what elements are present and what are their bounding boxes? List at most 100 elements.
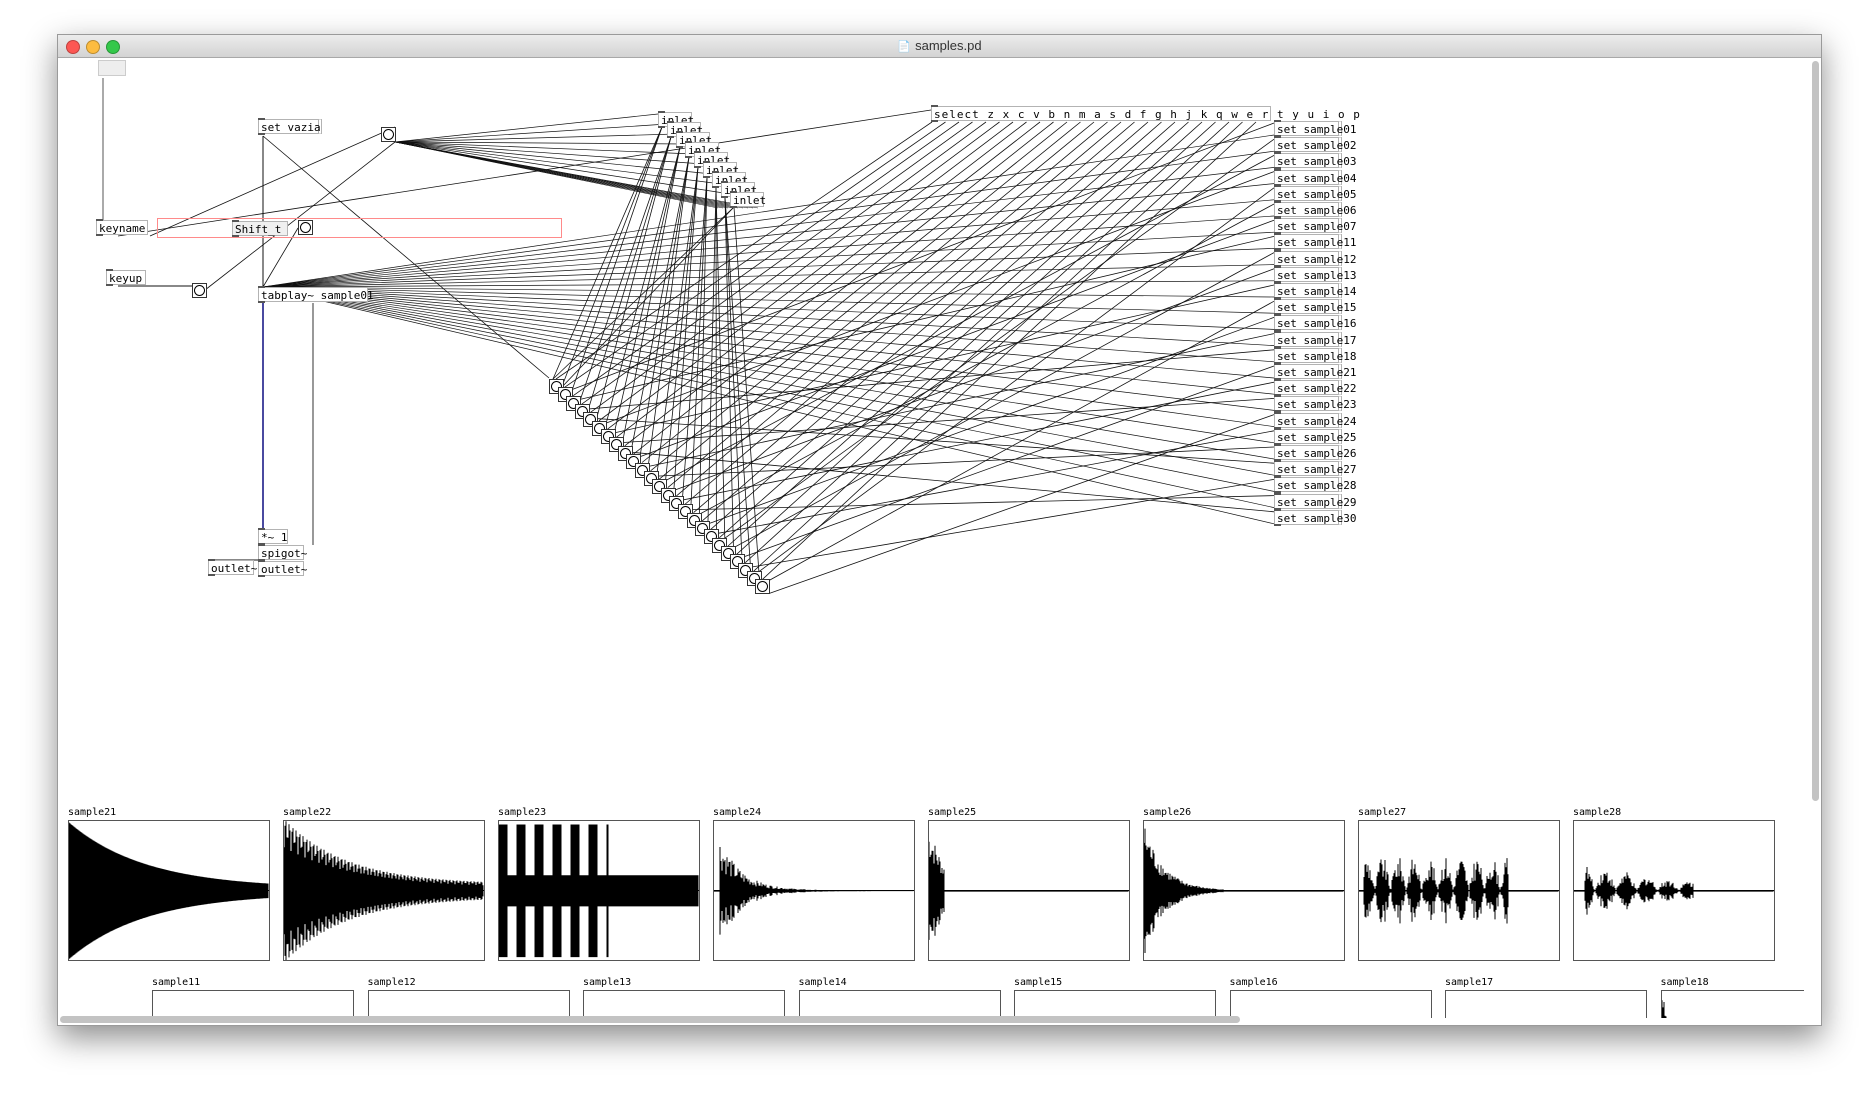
set-message[interactable]: set sample06 — [1274, 201, 1356, 218]
array-graph[interactable] — [1014, 990, 1216, 1018]
select-object[interactable]: select z x c v b n m a s d f g h j k q w… — [931, 105, 1360, 122]
keyup-bang[interactable] — [192, 283, 207, 298]
set-message[interactable]: set sample12 — [1274, 249, 1356, 267]
set-message[interactable]: set sample11 — [1274, 233, 1356, 251]
array-graph[interactable] — [1445, 990, 1647, 1018]
array-graph[interactable] — [1229, 990, 1432, 1018]
array-graph[interactable] — [1573, 820, 1775, 961]
mult-object[interactable]: *~ 1 — [258, 528, 288, 545]
array-graph[interactable] — [1660, 990, 1804, 1018]
shift-toggle-object[interactable]: Shift_t — [232, 220, 288, 237]
array-name: sample16 — [1229, 977, 1278, 988]
wire — [117, 109, 932, 237]
set-message[interactable]: set sample28 — [1274, 476, 1356, 494]
array-graph[interactable] — [152, 990, 354, 1018]
close-button[interactable] — [66, 40, 80, 54]
wire — [683, 495, 1275, 511]
wire — [394, 141, 722, 185]
set-message[interactable]: set sample21 — [1274, 363, 1356, 380]
patch-canvas[interactable]: set vazia keyname Shift_t keyup tabplay~… — [58, 58, 1804, 1018]
spigot-object[interactable]: spigot~ — [258, 544, 307, 561]
wire — [581, 121, 973, 405]
set-message[interactable]: set sample01 — [1274, 120, 1356, 137]
array-name: sample24 — [713, 807, 762, 818]
wire — [615, 121, 1027, 438]
array-graph[interactable] — [798, 990, 1001, 1018]
select-bang[interactable] — [652, 479, 668, 495]
set-message[interactable]: set sample15 — [1274, 298, 1356, 316]
wire — [262, 280, 1275, 288]
set-message[interactable]: set sample26 — [1274, 444, 1356, 461]
array-graph[interactable] — [1358, 820, 1560, 961]
set-message[interactable]: set sample05 — [1274, 184, 1356, 202]
keyup-object[interactable]: keyup — [106, 269, 146, 286]
set-message[interactable]: set sample25 — [1274, 427, 1356, 445]
waveform — [284, 821, 484, 960]
document-icon: 📄 — [897, 41, 912, 53]
zoom-button[interactable] — [106, 40, 120, 54]
set-message[interactable]: set sample02 — [1274, 136, 1356, 154]
waveform — [1359, 858, 1559, 924]
array-graph[interactable] — [498, 820, 700, 961]
tabplay-object[interactable]: tabplay~ sample01 — [258, 286, 374, 303]
wire — [262, 199, 1275, 288]
wire — [638, 156, 690, 463]
set-message[interactable]: set sample03 — [1274, 152, 1356, 170]
select-bang[interactable] — [600, 429, 616, 445]
set-message[interactable]: set sample18 — [1274, 346, 1356, 364]
keyname-object[interactable]: keyname — [96, 219, 148, 236]
wire — [262, 286, 1275, 379]
wire — [262, 134, 1275, 288]
set-message[interactable]: set sample17 — [1274, 330, 1356, 348]
set-message[interactable]: set sample22 — [1274, 379, 1356, 397]
set-vazia-message[interactable]: set vazia — [258, 118, 322, 135]
array-name: sample11 — [152, 977, 201, 988]
toggle-box[interactable] — [298, 220, 313, 235]
array-graph[interactable] — [68, 820, 270, 961]
select-bang[interactable] — [755, 579, 771, 595]
wire — [715, 186, 726, 547]
array-graph[interactable] — [1143, 820, 1345, 961]
set-message[interactable]: set sample23 — [1274, 395, 1356, 413]
comment-tab — [98, 60, 126, 76]
wire — [262, 264, 1275, 288]
wire — [733, 206, 760, 580]
array-graph[interactable] — [583, 990, 785, 1018]
wire — [607, 121, 1014, 430]
array-graph[interactable] — [713, 820, 915, 961]
set-message[interactable]: set sample24 — [1274, 411, 1356, 429]
set-message[interactable]: set sample29 — [1274, 492, 1356, 510]
set-message[interactable]: set sample16 — [1274, 314, 1356, 332]
horizontal-scrollbar[interactable] — [60, 1016, 1240, 1023]
set-message[interactable]: set sample30 — [1274, 508, 1356, 526]
wire — [262, 135, 550, 379]
array-graph[interactable] — [928, 820, 1130, 961]
wire — [724, 196, 752, 572]
inlet-object[interactable]: inlet — [730, 191, 766, 208]
pd-window: 📄 samples.pd set vazia keyname Shift_t ke… — [57, 34, 1822, 1026]
wire — [664, 166, 699, 488]
array-graph[interactable] — [283, 820, 485, 961]
wire — [262, 286, 1275, 330]
wire — [630, 156, 690, 455]
outlet-left[interactable]: outlet~ — [208, 559, 257, 576]
wire — [641, 121, 1068, 463]
wire — [751, 187, 1275, 578]
outlet-right[interactable]: outlet~ — [258, 560, 307, 577]
waveform — [1661, 1000, 1666, 1018]
wire — [650, 121, 1081, 472]
array-graph[interactable] — [367, 990, 570, 1018]
set-message[interactable]: set sample04 — [1274, 168, 1356, 186]
set-message[interactable]: set sample13 — [1274, 265, 1356, 283]
wire — [262, 286, 1275, 346]
array-name: sample14 — [798, 977, 847, 988]
set-message[interactable]: set sample07 — [1274, 217, 1356, 235]
set-message[interactable]: set sample27 — [1274, 460, 1356, 478]
set-message[interactable]: set sample14 — [1274, 282, 1356, 299]
minimize-button[interactable] — [86, 40, 100, 54]
vertical-scrollbar[interactable] — [1812, 61, 1819, 801]
array-name: sample28 — [1573, 807, 1622, 818]
wire — [673, 166, 699, 496]
select-bang[interactable] — [626, 454, 642, 470]
top-bang[interactable] — [381, 127, 396, 142]
